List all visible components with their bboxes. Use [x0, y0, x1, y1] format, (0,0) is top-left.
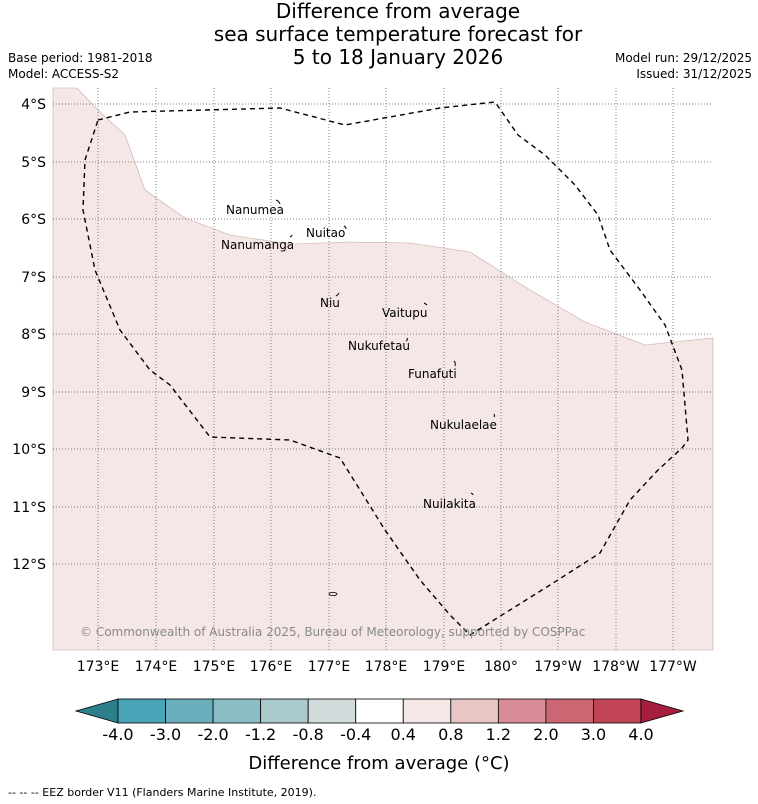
colorbar-tick-label: 0.4: [391, 725, 416, 744]
colorbar-tick-label: 2.0: [533, 725, 558, 744]
lon-label: 174°E: [135, 659, 178, 675]
model-run-text: Model run: 29/12/2025: [614, 51, 752, 65]
colorbar-tick-label: -4.0: [102, 725, 133, 744]
island-label: Vaitupu: [382, 306, 428, 320]
lon-label: 179°E: [423, 659, 466, 675]
graticule: [53, 88, 713, 650]
colorbar-extend-low: [74, 698, 119, 724]
colorbar-bin: [593, 698, 642, 724]
lon-label: 178°W: [592, 659, 640, 675]
lat-label: 6°S: [21, 212, 46, 228]
colorbar-tick-label: 3.0: [581, 725, 606, 744]
island-outline: [343, 225, 347, 230]
island-outline: [405, 337, 408, 342]
lat-label: 11°S: [12, 500, 46, 516]
lon-label: 180°: [484, 659, 518, 675]
colorbar-tick-label: 0.8: [438, 725, 463, 744]
colorbar-bin: [355, 698, 404, 724]
lon-label: 176°E: [250, 659, 293, 675]
colorbar-bin: [402, 698, 452, 724]
colorbar-ticks: -4.0 -3.0 -2.0 -1.2 -0.8 -0.4 0.4 0.8 1.2 2.0 3.0 4…: [102, 725, 653, 744]
colorbar-bin: [260, 698, 309, 724]
colorbar-label: Difference from average (°C): [248, 753, 509, 774]
colorbar-bin: [497, 698, 547, 724]
colorbar-bin: [117, 698, 166, 724]
lon-label: 177°E: [308, 659, 351, 675]
colorbar-tick-label: -1.2: [245, 725, 276, 744]
title-line-3: 5 to 18 January 2026: [292, 45, 504, 69]
colorbar-tick-label: -0.4: [340, 725, 371, 744]
island-outline: [470, 492, 474, 496]
colorbar-bin: [165, 698, 214, 724]
colorbar-extend-high: [640, 698, 685, 724]
colorbar-tick-label: -2.0: [197, 725, 228, 744]
island-outline: [423, 302, 428, 306]
island-label: Nanumanga: [221, 238, 294, 252]
island-outline: [335, 292, 340, 297]
colorbar: [74, 698, 685, 724]
island-label: Nukulaelae: [430, 418, 497, 432]
island-label: Nanumea: [226, 203, 284, 217]
island-outline: [453, 360, 456, 367]
colorbar-bin: [450, 698, 499, 724]
lat-label: 7°S: [21, 270, 46, 286]
lat-label: 12°S: [12, 557, 46, 573]
colorbar-tick-label: -3.0: [150, 725, 181, 744]
colorbar-tick-label: -0.8: [293, 725, 324, 744]
islands: Nanumea Nuitao Nanumanga Niu Vaitupu Nukufeta…: [221, 199, 497, 511]
lat-label: 10°S: [12, 442, 46, 458]
island-label: Nuilakita: [423, 497, 476, 511]
island-label: Nuitao: [306, 226, 345, 240]
issued-text: Issued: 31/12/2025: [636, 67, 752, 81]
eez-border: [82, 101, 689, 636]
title-line-2: sea surface temperature forecast for: [213, 22, 583, 46]
lon-label: 175°E: [193, 659, 236, 675]
lon-label: 177°W: [649, 659, 697, 675]
lat-label: 9°S: [21, 385, 46, 401]
island-label: Funafuti: [408, 367, 457, 381]
model-text: Model: ACCESS-S2: [8, 67, 120, 81]
colorbar-bin: [212, 698, 262, 724]
colorbar-bin: [307, 698, 357, 724]
island-outline: [289, 234, 293, 238]
eez-legend-text: -- -- -- EEZ border V11 (Flanders Marine…: [8, 786, 317, 799]
island-label: Nukufetau: [348, 339, 410, 353]
lon-label: 173°E: [77, 659, 120, 675]
base-period-text: Base period: 1981-2018: [8, 51, 153, 65]
island-outline: [493, 413, 495, 418]
longitude-labels: 173°E 174°E 175°E 176°E 177°E 178°E 179°E 180° 1…: [77, 659, 697, 675]
lat-label: 8°S: [21, 327, 46, 343]
atoll-marker-south: [328, 592, 338, 597]
lon-label: 178°E: [365, 659, 408, 675]
colorbar-bin: [545, 698, 594, 724]
copyright-text: © Commonwealth of Australia 2025, Bureau…: [80, 625, 585, 639]
lat-label: 5°S: [21, 155, 46, 171]
colorbar-tick-label: 1.2: [486, 725, 511, 744]
lon-label: 179°W: [534, 659, 582, 675]
island-outline: [275, 199, 281, 205]
warm-anomaly-region: [52, 87, 714, 651]
latitude-labels: 4°S 5°S 6°S 7°S 8°S 9°S 10°S 11°S 12°S: [12, 97, 46, 573]
island-label: Niu: [320, 296, 340, 310]
lat-label: 4°S: [21, 97, 46, 113]
colorbar-tick-label: 4.0: [628, 725, 653, 744]
title-line-1: Difference from average: [275, 0, 521, 23]
